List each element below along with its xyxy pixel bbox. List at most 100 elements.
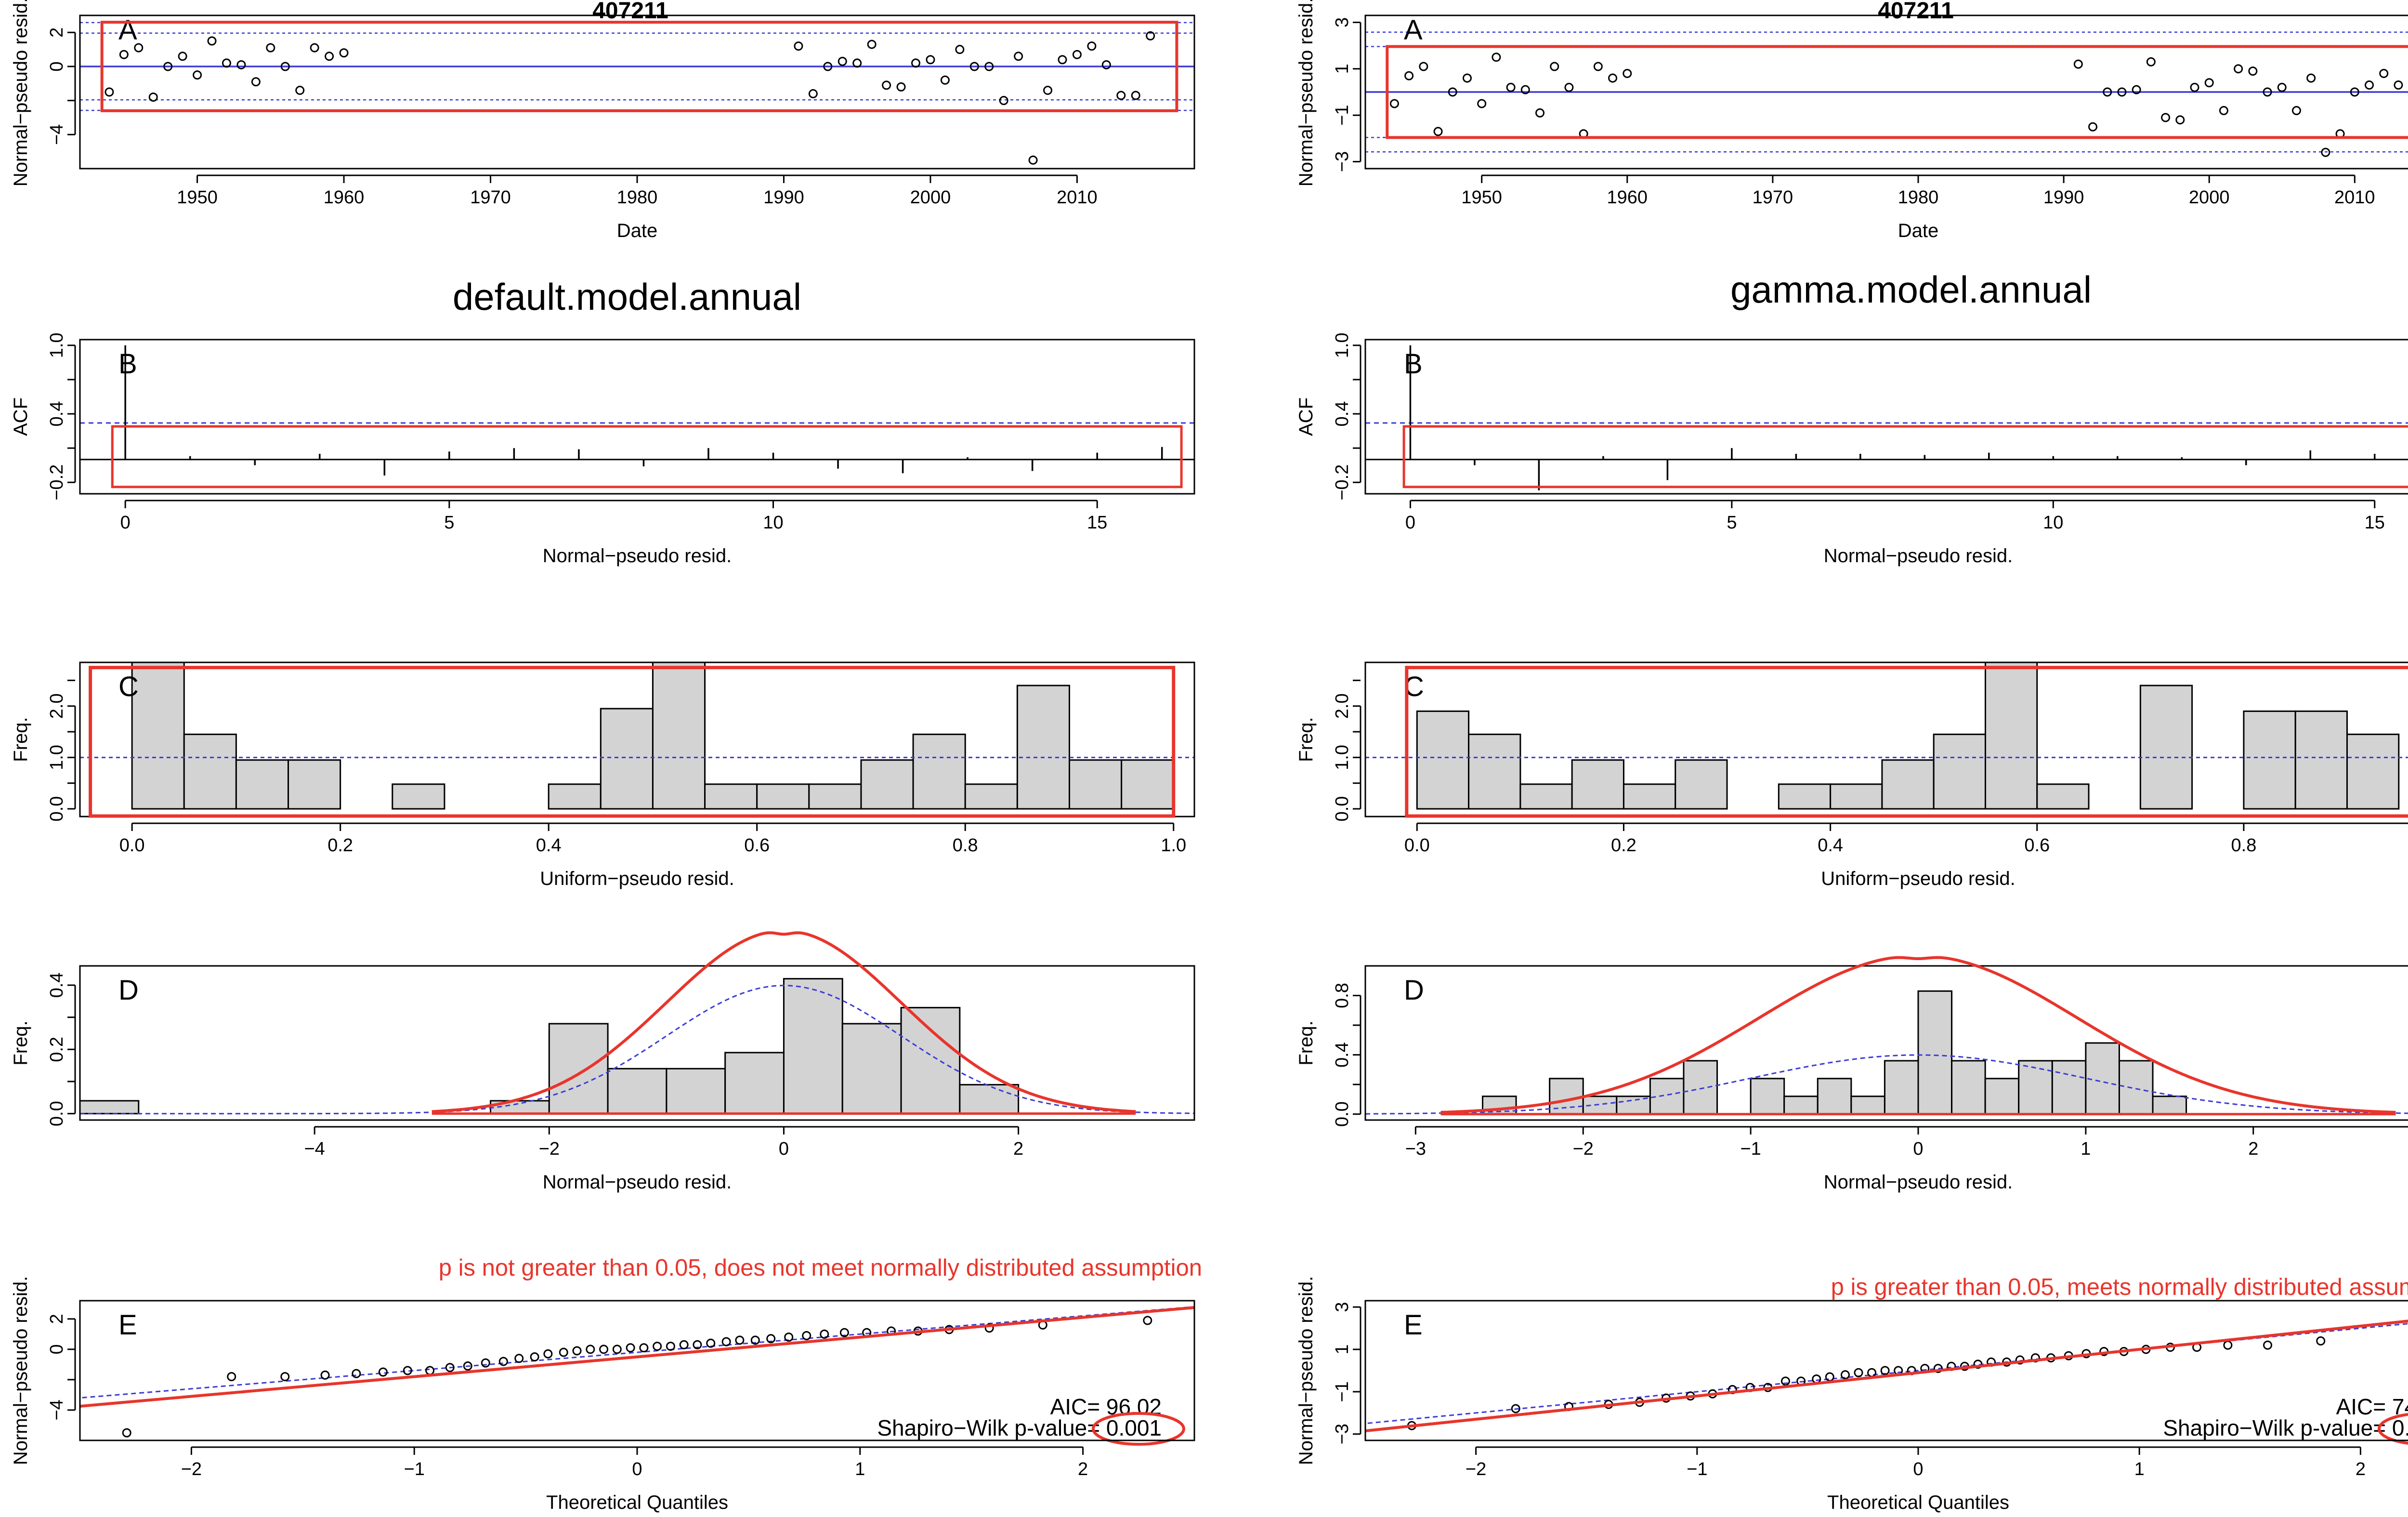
left-B-y-tick-label: 1.0 [47, 332, 67, 358]
left-A-x-tick-label: 2010 [1057, 187, 1098, 208]
right-C-x-tick-label: 0.6 [2024, 835, 2050, 856]
left-E-x-tick-label: 1 [855, 1459, 865, 1479]
left-E-point [612, 1345, 622, 1354]
left-D-hist-bar [607, 1068, 667, 1115]
right-A-point [2321, 147, 2330, 157]
left-E-plot-area [80, 1306, 1194, 1438]
right-E-y-tick-label: 1 [1332, 1344, 1352, 1354]
left-C-hist-bar [235, 759, 289, 810]
right-A-point [2117, 87, 2127, 97]
left-D-hist-bar [724, 1052, 785, 1115]
left-A-point [911, 58, 920, 68]
right-E-point [2263, 1340, 2273, 1350]
right-A-point [1404, 71, 1414, 80]
left-C-plot-area [80, 662, 1194, 810]
left-A-point [1014, 52, 1023, 61]
left-D-hist-bar [900, 1007, 961, 1115]
right-C-panel: 0.01.02.0Freq.0.00.20.40.60.81.0Uniform−… [1296, 661, 2408, 889]
left-C-hist-bar [704, 783, 758, 810]
left-D-x-label: Normal−pseudo resid. [543, 1172, 732, 1193]
right-A-x-tick-label: 1980 [1898, 187, 1939, 208]
left-C-x-label: Uniform−pseudo resid. [540, 868, 734, 889]
right-C-x-tick-label: 0.4 [1818, 835, 1843, 856]
right-D-frame [1364, 965, 2408, 1121]
left-A-point [794, 41, 803, 51]
left-E-point [693, 1340, 702, 1349]
right-C-hist-bar [1623, 783, 1676, 810]
left-C-hist-bar [392, 783, 445, 810]
left-A-point [148, 92, 158, 102]
right-A-y-tick-label: 1 [1332, 64, 1352, 74]
left-E-qq-reference-line [80, 1306, 1194, 1399]
right-D-x-tick-label: −1 [1740, 1139, 1761, 1159]
right-C-hist-bar [1416, 710, 1470, 810]
left-E-point [750, 1335, 760, 1345]
left-D-y-tick-label: 0.0 [47, 1101, 67, 1126]
left-E-point [352, 1369, 361, 1378]
right-E-y-label: Normal−pseudo resid. [1296, 1276, 1317, 1465]
right-A-point [2161, 113, 2171, 122]
left-normality-note: p is not greater than 0.05, does not mee… [439, 1255, 1202, 1281]
right-C-hist-bar [2139, 685, 2193, 810]
right-C-x-label: Uniform−pseudo resid. [1821, 868, 2015, 889]
left-E-point [679, 1340, 689, 1349]
left-A-point [163, 62, 173, 71]
right-D-hist-bar [2051, 1060, 2087, 1115]
left-E-point [653, 1342, 662, 1351]
right-D-hist-bar [1750, 1078, 1785, 1115]
right-A-point [1448, 87, 1457, 97]
left-D-y-tick-label: 0.4 [47, 973, 67, 998]
left-A-point [134, 43, 144, 53]
right-A-point [1520, 85, 1530, 94]
left-E-point [543, 1349, 553, 1359]
left-A-point [1043, 85, 1053, 95]
right-D-y-tick-label: 0.0 [1332, 1101, 1352, 1127]
left-A-point [1028, 155, 1038, 165]
left-B-x-tick-label: 10 [763, 513, 783, 533]
left-E-point [227, 1372, 236, 1382]
left-E-point [766, 1334, 776, 1344]
left-E-point [378, 1367, 388, 1377]
left-B-frame [79, 339, 1195, 495]
left-C-x-tick-label: 0.4 [536, 835, 562, 856]
right-C-y-tick-label: 2.0 [1332, 693, 1352, 719]
left-A-x-tick-label: 1950 [177, 187, 218, 208]
left-A-point [1058, 55, 1067, 65]
left-model-title: default.model.annual [453, 276, 801, 318]
left-A-x-tick-label: 1980 [617, 187, 658, 208]
right-model-title: gamma.model.annual [1730, 268, 2092, 311]
right-A-point [1492, 53, 1501, 62]
left-E-panel-letter: E [118, 1309, 137, 1341]
left-A-point [236, 60, 246, 69]
left-D-x-tick-label: −4 [304, 1139, 325, 1159]
left-D-frame [79, 965, 1195, 1121]
right-D-hist-bar [2118, 1060, 2154, 1115]
right-E-y-tick-label: −3 [1332, 1424, 1352, 1444]
right-A-point [2088, 122, 2098, 132]
right-B-y-tick-label: −0.2 [1332, 464, 1352, 501]
left-A-x-label: Date [617, 220, 658, 241]
left-A-point [1146, 31, 1155, 40]
left-D-plot-area [80, 978, 1194, 1115]
left-D-highlight-curve [432, 931, 1136, 1113]
left-B-panel-letter: B [118, 348, 137, 380]
left-C-hist-bar [964, 783, 1018, 810]
left-A-point [295, 85, 305, 95]
right-A-point [2394, 80, 2403, 90]
left-A-point [222, 58, 231, 68]
left-C-x-tick-label: 0.0 [119, 835, 145, 856]
right-A-point [2379, 68, 2389, 78]
left-E-x-tick-label: −2 [181, 1459, 202, 1479]
right-B-x-tick-label: 5 [1727, 513, 1737, 533]
left-aic-text: AIC= 96.02 [1050, 1394, 1162, 1419]
left-E-y-tick-label: 0 [47, 1344, 67, 1354]
left-B-y-tick-label: 0.4 [47, 401, 67, 427]
left-B-y-tick-label: −0.2 [47, 464, 67, 501]
right-E-point [2015, 1355, 2025, 1365]
left-A-point [808, 89, 818, 99]
right-C-y-label: Freq. [1296, 717, 1317, 762]
left-A-point [969, 62, 979, 71]
right-A-panel: −3 −1 1 3 Normal−pseudo resid. 1950 1960 1970 19… [1296, 0, 2408, 241]
right-D-hist-bar [1683, 1060, 1718, 1115]
left-E-point [403, 1366, 412, 1375]
